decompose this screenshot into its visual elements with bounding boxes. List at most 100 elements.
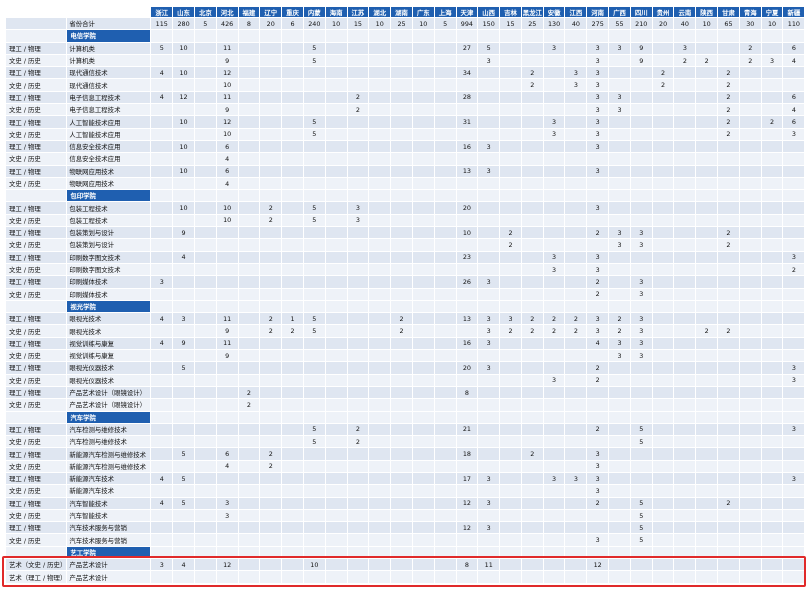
quota-cell [564, 287, 588, 301]
quota-cell [651, 558, 675, 572]
quota-cell [302, 66, 326, 80]
quota-cell [281, 385, 304, 400]
table-row: 文史 / 历史 新能源汽车检测与维修技术 4 2 3 [4, 459, 806, 473]
quota-cell [586, 508, 610, 523]
quota-cell [695, 312, 719, 326]
total-value: 240 [302, 16, 326, 31]
quota-cell [520, 213, 544, 228]
province-header: 山西 [477, 6, 501, 18]
quota-cell [411, 53, 435, 68]
quota-cell [673, 422, 697, 437]
quota-cell [782, 336, 806, 351]
quota-cell [259, 176, 283, 191]
quota-cell [608, 533, 631, 547]
quota-cell: 3 [542, 471, 566, 486]
quota-cell [390, 238, 413, 252]
major-cell: 产品艺术设计（眼镜设计） [66, 385, 152, 400]
quota-cell [368, 533, 392, 547]
quota-cell: 4 [215, 176, 239, 191]
quota-cell [782, 570, 806, 584]
quota-cell [433, 459, 457, 473]
quota-cell [695, 115, 719, 129]
major-cell: 汽车智能技术 [66, 496, 152, 510]
quota-cell [499, 66, 522, 80]
quota-cell [390, 90, 413, 105]
quota-cell: 3 [629, 275, 653, 289]
quota-cell [281, 459, 304, 473]
quota-cell [477, 422, 501, 437]
quota-cell [433, 139, 457, 154]
quota-cell [368, 176, 392, 191]
total-value: 20 [651, 16, 675, 31]
quota-cell [782, 459, 806, 473]
quota-cell [760, 336, 784, 351]
quota-cell [673, 336, 697, 351]
quota-cell [433, 53, 457, 68]
total-value: 55 [608, 16, 631, 31]
quota-cell: 13 [455, 312, 479, 326]
quota-cell [499, 262, 522, 277]
section-empty-cell [651, 299, 675, 314]
subject-cell: 艺术（文史 / 历史） [4, 558, 68, 572]
quota-cell [411, 361, 435, 375]
quota-cell: 5 [172, 496, 195, 510]
quota-cell [324, 78, 348, 92]
quota-cell: 9 [172, 336, 195, 351]
quota-cell [411, 570, 435, 584]
quota-cell [499, 213, 522, 228]
quota-cell: 5 [629, 521, 653, 535]
section-empty-cell [172, 410, 195, 424]
quota-cell [760, 238, 784, 252]
section-empty-cell [390, 29, 413, 43]
quota-cell [324, 287, 348, 301]
quota-cell [302, 176, 326, 191]
quota-cell [281, 349, 304, 363]
quota-cell [193, 103, 217, 117]
quota-cell [259, 533, 283, 547]
quota-cell [259, 127, 283, 141]
quota-cell [499, 139, 522, 154]
quota-cell [433, 324, 457, 338]
quota-cell [237, 471, 261, 486]
quota-cell [608, 262, 631, 277]
subject-cell: 文史 / 历史 [4, 176, 68, 191]
quota-cell [608, 275, 631, 289]
quota-cell: 4 [172, 558, 195, 572]
quota-cell [760, 521, 784, 535]
quota-cell: 3 [586, 103, 610, 117]
subject-cell: 理工 / 物理 [4, 496, 68, 510]
quota-cell [717, 152, 740, 166]
quota-cell [608, 53, 631, 68]
section-empty-cell [172, 189, 195, 203]
major-cell: 印刷数字图文技术 [66, 262, 152, 277]
quota-cell [302, 373, 326, 387]
quota-cell [390, 275, 413, 289]
quota-cell [760, 422, 784, 437]
quota-cell [281, 238, 304, 252]
quota-cell [542, 66, 566, 80]
quota-cell [193, 238, 217, 252]
quota-cell [629, 213, 653, 228]
quota-cell [237, 435, 261, 449]
subject-cell: 理工 / 物理 [4, 41, 68, 55]
quota-cell [433, 471, 457, 486]
quota-cell [520, 484, 544, 498]
table-row: 文史 / 历史 电子信息工程技术 9 2 3 3 2 4 [4, 103, 806, 117]
section-empty-cell [259, 410, 283, 424]
quota-cell [237, 312, 261, 326]
quota-cell [499, 164, 522, 178]
quota-cell [237, 558, 261, 572]
quota-cell [411, 496, 435, 510]
section-empty-cell [520, 545, 544, 560]
quota-cell [629, 78, 653, 92]
quota-cell [608, 570, 631, 584]
quota-cell [520, 336, 544, 351]
quota-cell: 9 [629, 53, 653, 68]
quota-cell [608, 164, 631, 178]
quota-cell [695, 90, 719, 105]
quota-cell [368, 152, 392, 166]
quota-cell [673, 435, 697, 449]
quota-cell [717, 361, 740, 375]
quota-cell [193, 213, 217, 228]
quota-cell [738, 164, 762, 178]
